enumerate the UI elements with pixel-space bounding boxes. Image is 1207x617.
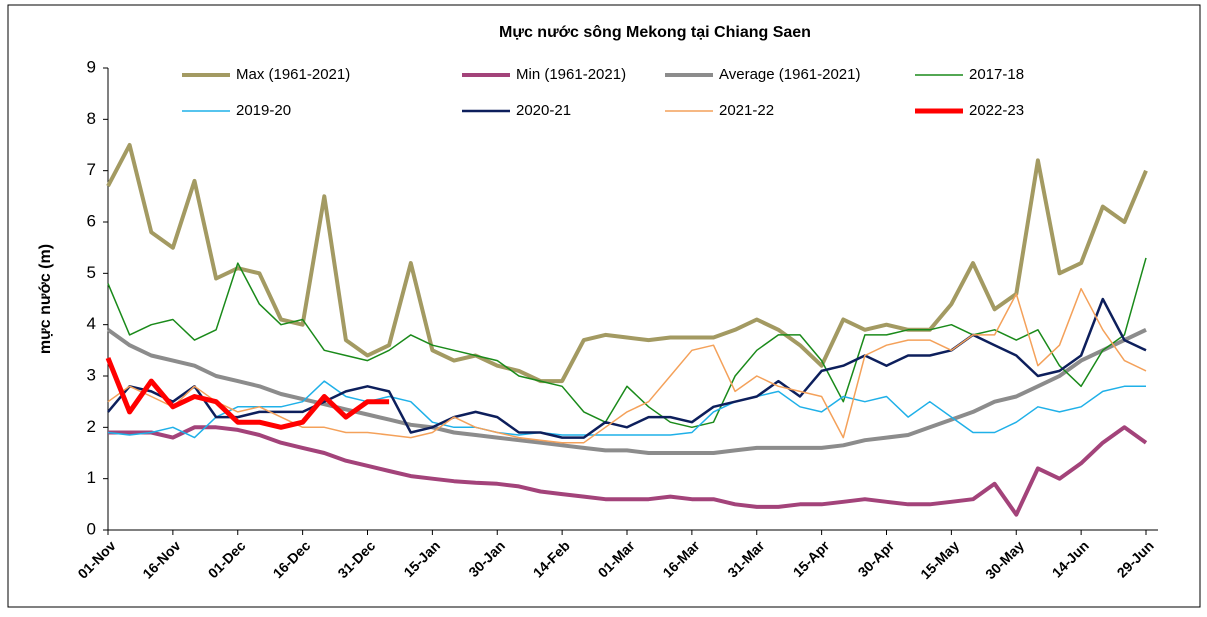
- series-line: [107, 380, 1146, 439]
- y-tick-label: 7: [87, 160, 96, 179]
- chart-title: Mực nước sông Mekong tại Chiang Saen: [499, 24, 811, 41]
- y-tick-label: 9: [87, 57, 96, 76]
- legend-label: Average (1961-2021): [719, 66, 861, 83]
- series-line: [108, 425, 1148, 517]
- chart-border: [7, 4, 1201, 608]
- y-axis-label: mực nước (m): [37, 244, 54, 354]
- y-tick-label: 6: [87, 211, 96, 230]
- y-tick-label: 2: [87, 417, 96, 436]
- y-tick-label: 5: [87, 263, 96, 282]
- legend-label: 2019-20: [236, 102, 291, 119]
- legend-label: 2020-21: [516, 102, 571, 119]
- y-tick-label: 4: [87, 314, 96, 333]
- legend-label: Min (1961-2021): [516, 66, 626, 83]
- series-line: [105, 357, 390, 430]
- legend-label: 2021-22: [719, 102, 774, 119]
- y-tick-label: 3: [87, 365, 96, 384]
- y-tick-label: 8: [87, 109, 96, 128]
- legend-label: 2022-23: [969, 102, 1024, 119]
- series-line: [106, 143, 1148, 384]
- series-line: [106, 327, 1147, 455]
- legend-label: Max (1961-2021): [236, 66, 350, 83]
- y-tick-label: 0: [87, 519, 96, 538]
- legend-label: 2017-18: [969, 66, 1024, 83]
- y-tick-label: 1: [87, 468, 96, 487]
- series-line: [107, 287, 1147, 444]
